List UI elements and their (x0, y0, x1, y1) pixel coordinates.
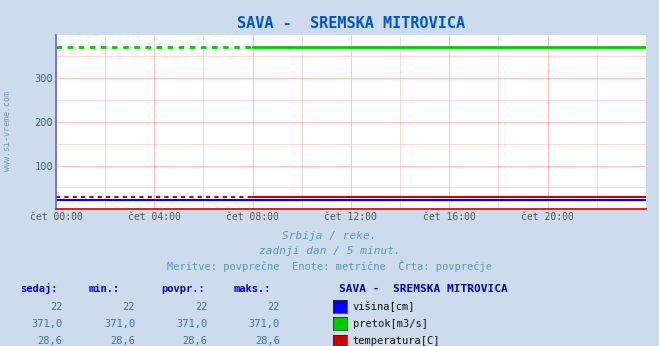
Text: pretok[m3/s]: pretok[m3/s] (353, 319, 428, 329)
Text: 371,0: 371,0 (249, 319, 280, 329)
Text: 28,6: 28,6 (110, 336, 135, 346)
Text: temperatura[C]: temperatura[C] (353, 336, 440, 346)
Text: 371,0: 371,0 (32, 319, 63, 329)
Text: min.:: min.: (89, 284, 120, 294)
Text: SAVA -  SREMSKA MITROVICA: SAVA - SREMSKA MITROVICA (339, 284, 508, 294)
Text: 22: 22 (123, 302, 135, 312)
Text: maks.:: maks.: (234, 284, 272, 294)
Text: 22: 22 (50, 302, 63, 312)
Text: 371,0: 371,0 (177, 319, 208, 329)
Text: 28,6: 28,6 (183, 336, 208, 346)
Text: Srbija / reke.: Srbija / reke. (282, 231, 377, 241)
Text: 371,0: 371,0 (104, 319, 135, 329)
Title: SAVA -  SREMSKA MITROVICA: SAVA - SREMSKA MITROVICA (237, 16, 465, 31)
Text: 28,6: 28,6 (255, 336, 280, 346)
Text: 28,6: 28,6 (38, 336, 63, 346)
Text: povpr.:: povpr.: (161, 284, 205, 294)
Text: višina[cm]: višina[cm] (353, 301, 415, 312)
Text: Meritve: povprečne  Enote: metrične  Črta: povprečje: Meritve: povprečne Enote: metrične Črta:… (167, 260, 492, 272)
Text: 22: 22 (268, 302, 280, 312)
Text: sedaj:: sedaj: (20, 283, 57, 294)
Text: www.si-vreme.com: www.si-vreme.com (3, 91, 13, 172)
Text: 22: 22 (195, 302, 208, 312)
Text: zadnji dan / 5 minut.: zadnji dan / 5 minut. (258, 246, 401, 256)
